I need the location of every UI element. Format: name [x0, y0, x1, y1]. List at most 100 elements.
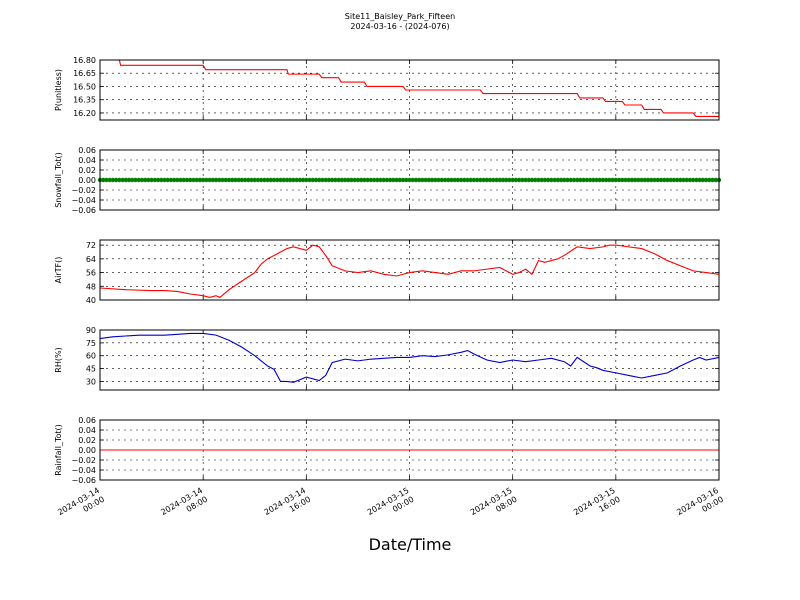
data-point: [265, 177, 270, 183]
data-point: [562, 177, 567, 183]
data-point: [313, 177, 319, 183]
data-point: [458, 177, 464, 183]
data-point: [594, 177, 599, 183]
data-point: [171, 177, 177, 183]
data-point: [165, 177, 170, 183]
data-point: [426, 177, 432, 183]
data-point: [384, 177, 390, 183]
data-point: [110, 177, 116, 183]
data-point: [713, 177, 718, 183]
data-point: [465, 177, 470, 183]
data-point: [207, 177, 212, 183]
chart-title: Site11_Baisley_Park_Fifteen: [345, 12, 455, 21]
data-point: [120, 177, 125, 183]
data-point: [346, 177, 351, 183]
data-point: [304, 177, 309, 183]
data-point: [462, 177, 467, 183]
data-point: [400, 177, 406, 183]
y-tick-label: 0.02: [78, 436, 96, 445]
y-tick-label: 40: [86, 296, 96, 305]
data-point: [371, 177, 377, 183]
data-point: [491, 177, 496, 183]
data-point: [339, 177, 344, 183]
y-tick-label: 75: [86, 339, 96, 348]
data-point: [523, 177, 528, 183]
data-point: [661, 177, 667, 183]
data-point: [271, 177, 277, 183]
data-point: [552, 177, 557, 183]
y-tick-label: 45: [86, 365, 96, 374]
data-point: [565, 177, 570, 183]
data-point: [694, 177, 699, 183]
data-point: [101, 177, 106, 183]
y-tick-label: 0.04: [78, 156, 96, 165]
axes-frame: [99, 329, 720, 391]
y-tick-label: 90: [86, 326, 96, 335]
data-point: [181, 177, 187, 183]
data-point: [707, 177, 712, 183]
series-line: [100, 59, 719, 118]
data-point: [449, 177, 454, 183]
data-point: [178, 177, 183, 183]
data-point: [252, 177, 257, 183]
data-point: [584, 177, 590, 183]
data-point: [352, 177, 357, 183]
data-point: [478, 177, 483, 183]
y-tick-label: −0.04: [71, 196, 96, 205]
data-point: [558, 177, 564, 183]
data-point: [423, 177, 428, 183]
data-point: [571, 177, 577, 183]
data-point: [407, 177, 412, 183]
data-point: [320, 177, 325, 183]
panel-4: 90 75 60 45 30 RH(%): [54, 326, 720, 391]
data-point: [262, 177, 267, 183]
data-point: [378, 177, 383, 183]
axes-frame: [99, 239, 720, 301]
data-point: [494, 177, 499, 183]
data-point: [246, 177, 251, 183]
data-point: [159, 177, 164, 183]
data-point: [142, 177, 148, 183]
y-tick-label: −0.06: [71, 206, 96, 215]
data-point: [117, 177, 122, 183]
data-point: [636, 177, 641, 183]
y-axis-label: Rainfall_Tot(): [54, 424, 63, 476]
data-point: [555, 177, 561, 183]
data-point: [413, 177, 419, 183]
data-point: [149, 177, 154, 183]
data-point: [581, 177, 586, 183]
data-point: [681, 177, 686, 183]
data-point: [220, 177, 225, 183]
data-point: [652, 177, 657, 183]
data-point: [533, 177, 538, 183]
data-point: [168, 177, 174, 183]
data-point: [591, 177, 596, 183]
data-point: [607, 177, 612, 183]
panel-5: 0.060.040.020.00−0.02−0.04−0.06 Rainfall_…: [54, 416, 720, 485]
data-point: [700, 177, 706, 183]
data-point: [162, 177, 167, 183]
data-point: [455, 177, 461, 183]
data-point: [642, 177, 648, 183]
data-point: [645, 177, 651, 183]
data-point: [671, 177, 677, 183]
y-axis-label: AirTF(): [54, 257, 63, 284]
data-point: [139, 177, 145, 183]
data-point: [545, 177, 551, 183]
data-point: [342, 177, 348, 183]
data-point: [275, 177, 280, 183]
data-point: [597, 177, 602, 183]
data-point: [284, 177, 290, 183]
data-point: [288, 177, 293, 183]
data-point: [620, 177, 625, 183]
data-point: [381, 177, 386, 183]
data-point: [678, 177, 683, 183]
data-point: [658, 177, 664, 183]
y-axis-label: P(unitless): [54, 69, 63, 111]
data-point: [410, 177, 415, 183]
y-axis-label: Snowfall_Tot(): [54, 152, 63, 208]
data-point: [294, 177, 299, 183]
